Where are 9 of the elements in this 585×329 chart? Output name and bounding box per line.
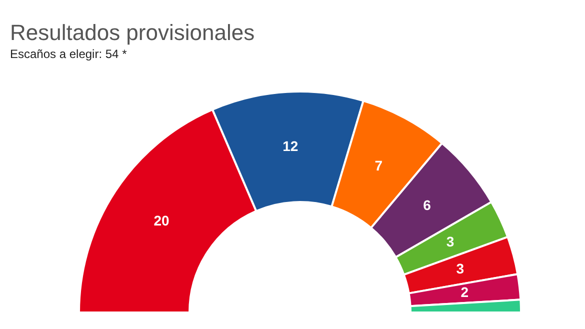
data-label: 7 <box>374 157 383 174</box>
chart-subtitle: Escaños a elegir: 54 * <box>10 47 127 61</box>
data-label: 20 <box>154 212 170 228</box>
data-label: 3 <box>456 260 464 276</box>
data-label: 6 <box>423 196 432 213</box>
chart-title: Resultados provisionales <box>10 20 255 46</box>
data-label: 12 <box>282 138 298 154</box>
data-label: 3 <box>446 233 454 250</box>
data-label: 2 <box>460 284 469 300</box>
